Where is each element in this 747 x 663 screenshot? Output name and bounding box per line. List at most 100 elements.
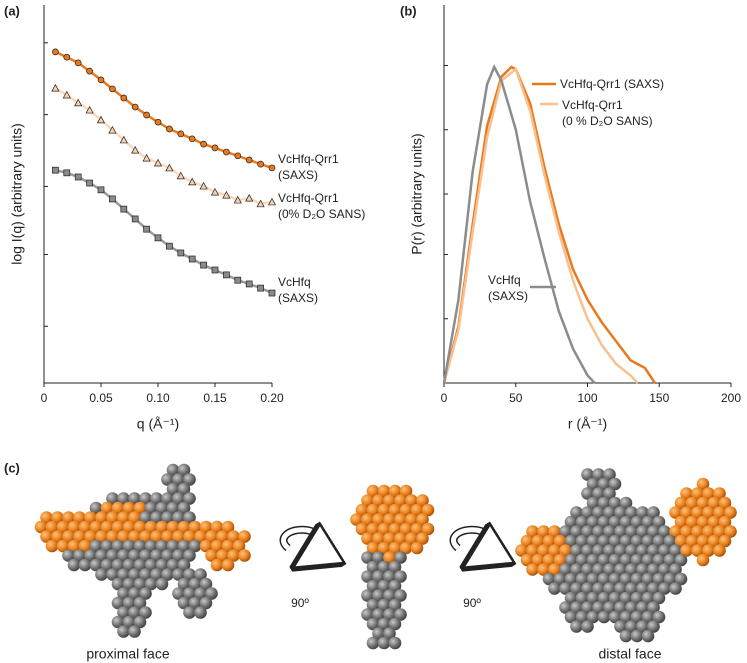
series-label: (0 % D₂O SANS) bbox=[562, 114, 653, 128]
x-tick-label: 100 bbox=[577, 391, 597, 405]
atom-sphere bbox=[630, 553, 644, 567]
atom-sphere bbox=[597, 534, 611, 548]
atom-sphere bbox=[548, 582, 561, 595]
y-axis-title: P(r) (arbitrary units) bbox=[409, 133, 425, 254]
data-point bbox=[256, 199, 265, 208]
atom-sphere bbox=[592, 563, 605, 576]
atom-sphere bbox=[128, 511, 141, 524]
atom-sphere bbox=[183, 587, 196, 600]
atom-sphere bbox=[383, 513, 396, 526]
atom-sphere bbox=[221, 539, 235, 553]
caption: proximal face bbox=[86, 646, 169, 662]
atom-sphere bbox=[531, 553, 545, 567]
data-point bbox=[188, 255, 196, 263]
atom-sphere bbox=[383, 551, 396, 564]
series-label: VcHfq-Qrr1 bbox=[278, 152, 339, 166]
atom-sphere bbox=[210, 520, 224, 534]
atom-sphere bbox=[95, 549, 108, 562]
atom-sphere bbox=[194, 606, 207, 619]
data-point bbox=[188, 135, 196, 143]
atom-sphere bbox=[526, 544, 539, 557]
atom-sphere bbox=[564, 610, 578, 624]
atom-sphere bbox=[652, 591, 666, 605]
data-point bbox=[223, 271, 230, 279]
data-point bbox=[268, 289, 276, 297]
atom-sphere bbox=[641, 629, 655, 643]
atom-sphere bbox=[67, 520, 81, 534]
atom-sphere bbox=[227, 549, 240, 562]
atom-sphere bbox=[630, 629, 644, 643]
atom-sphere bbox=[603, 544, 616, 557]
atom-sphere bbox=[707, 534, 721, 548]
atom-sphere bbox=[106, 549, 119, 562]
atom-sphere bbox=[166, 539, 180, 553]
atom-sphere bbox=[614, 563, 627, 576]
atom-sphere bbox=[106, 530, 119, 543]
atom-sphere bbox=[559, 601, 572, 614]
rotation-label: 90º bbox=[463, 596, 481, 610]
atom-sphere bbox=[177, 558, 191, 572]
atom-sphere bbox=[122, 520, 136, 534]
atom-sphere bbox=[641, 572, 655, 586]
atom-sphere bbox=[614, 601, 627, 614]
atom-sphere bbox=[658, 544, 671, 557]
atom-sphere bbox=[89, 539, 103, 553]
atom-sphere bbox=[183, 549, 196, 562]
data-point bbox=[166, 242, 173, 250]
data-point bbox=[177, 130, 185, 138]
atom-sphere bbox=[399, 522, 413, 536]
atom-sphere bbox=[361, 494, 374, 507]
data-point bbox=[108, 125, 117, 134]
atom-sphere bbox=[221, 558, 235, 572]
atom-sphere bbox=[674, 572, 688, 586]
atom-sphere bbox=[388, 579, 402, 593]
atom-sphere bbox=[581, 563, 594, 576]
atom-sphere bbox=[139, 530, 152, 543]
atom-sphere bbox=[366, 541, 380, 555]
data-point bbox=[188, 177, 197, 186]
data-point bbox=[234, 152, 242, 160]
atom-sphere bbox=[619, 591, 633, 605]
atom-sphere bbox=[150, 568, 163, 581]
data-point bbox=[120, 94, 128, 102]
x-tick-label: 0.15 bbox=[203, 391, 227, 405]
atom-sphere bbox=[388, 617, 402, 631]
atom-sphere bbox=[685, 534, 699, 548]
atom-sphere bbox=[350, 513, 363, 526]
data-point bbox=[74, 98, 83, 107]
atom-sphere bbox=[172, 511, 185, 524]
atom-sphere bbox=[177, 596, 191, 610]
atom-sphere bbox=[636, 544, 649, 557]
atom-sphere bbox=[183, 492, 196, 505]
data-point bbox=[154, 118, 162, 126]
atom-sphere bbox=[161, 530, 174, 543]
atom-sphere bbox=[597, 477, 611, 491]
atom-sphere bbox=[416, 532, 429, 545]
atom-sphere bbox=[383, 570, 396, 583]
atom-sphere bbox=[117, 568, 130, 581]
atom-sphere bbox=[394, 551, 407, 564]
atom-sphere bbox=[647, 525, 660, 538]
data-point bbox=[52, 48, 59, 56]
atom-sphere bbox=[608, 477, 622, 491]
data-point bbox=[97, 76, 105, 84]
atom-sphere bbox=[139, 492, 152, 505]
data-point bbox=[131, 145, 140, 154]
atom-sphere bbox=[680, 506, 693, 519]
atom-sphere bbox=[592, 525, 605, 538]
atom-sphere bbox=[614, 582, 627, 595]
atom-sphere bbox=[592, 506, 605, 519]
atom-sphere bbox=[133, 615, 147, 629]
atom-sphere bbox=[122, 615, 136, 629]
atom-sphere bbox=[647, 544, 660, 557]
atom-sphere bbox=[641, 610, 655, 624]
data-point bbox=[86, 179, 93, 187]
atom-sphere bbox=[111, 558, 125, 572]
atom-sphere bbox=[84, 511, 97, 524]
atom-sphere bbox=[581, 620, 594, 633]
atom-sphere bbox=[597, 553, 611, 567]
atom-sphere bbox=[515, 544, 528, 557]
data-point bbox=[257, 284, 264, 292]
atom-sphere bbox=[564, 534, 578, 548]
series-label: VcHfq-Qrr1 bbox=[278, 191, 339, 205]
